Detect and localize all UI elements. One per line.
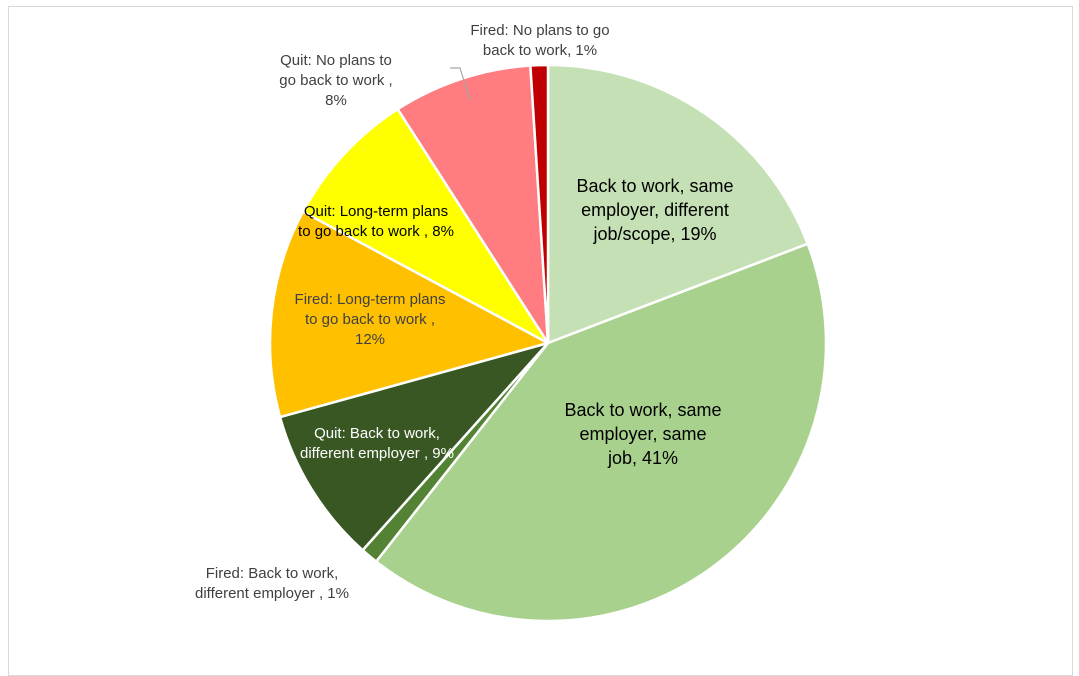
slice-data-label: Fired: Back to work, different employer ,… [195,565,349,602]
pie-slice [396,64,550,345]
pie-slice [301,107,550,345]
pie-slice [278,341,550,552]
slice-data-label: Fired: Long-term plans to go back to work… [295,291,446,348]
slice-data-label: Back to work, same employer, same job, 41% [564,400,721,468]
pie-slice [546,63,809,345]
pie-slice [529,63,550,345]
pie-slice [374,242,828,623]
pie-slice [268,210,550,419]
leader-line [450,67,471,101]
slice-data-label: Fired: No plans to go back to work, 1% [470,22,609,59]
slice-data-label: Quit: Back to work, different employer , … [300,425,454,462]
slice-data-label: Quit: No plans to go back to work , 8% [279,52,392,109]
slice-data-label: Back to work, same employer, different job… [576,176,733,244]
slice-data-label: Quit: Long-term plans to go back to work … [298,203,454,240]
